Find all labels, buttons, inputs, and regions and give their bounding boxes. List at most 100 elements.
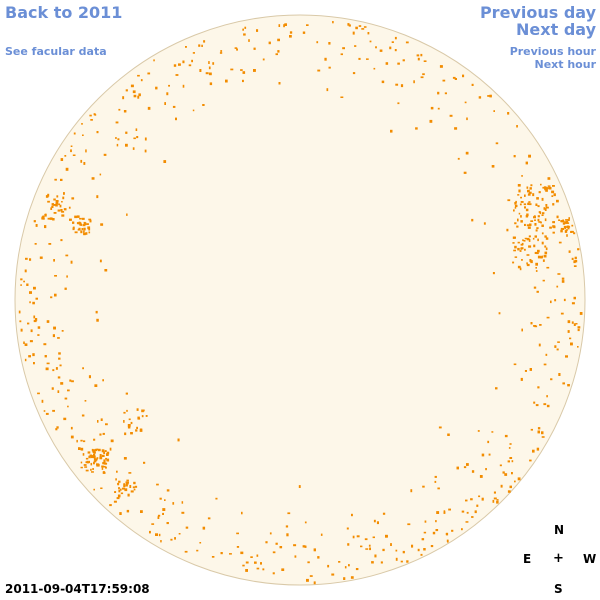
facula-speck xyxy=(316,41,319,44)
facula-speck xyxy=(44,214,47,217)
facula-speck xyxy=(25,257,28,260)
facula-speck xyxy=(382,548,385,552)
facula-speck xyxy=(574,256,577,260)
facula-speck xyxy=(104,450,107,452)
facula-speck xyxy=(553,193,556,197)
facula-speck xyxy=(556,285,559,288)
facula-speck xyxy=(100,418,103,421)
facula-speck xyxy=(132,90,136,94)
facula-speck xyxy=(117,494,121,498)
facula-speck xyxy=(535,262,538,266)
facula-speck xyxy=(560,227,563,230)
facula-speck xyxy=(85,461,88,464)
facula-speck xyxy=(139,428,143,431)
facula-speck xyxy=(571,257,574,260)
facula-speck xyxy=(86,461,90,464)
facula-speck xyxy=(192,109,195,112)
facula-speck xyxy=(278,24,281,27)
facula-speck xyxy=(115,478,117,481)
facula-speck xyxy=(577,326,581,329)
facula-speck xyxy=(543,254,547,258)
facula-speck xyxy=(577,328,580,332)
facula-speck xyxy=(96,448,99,451)
facula-speck xyxy=(173,64,177,67)
facula-speck xyxy=(60,209,63,212)
facula-speck xyxy=(184,550,188,553)
facula-speck xyxy=(24,358,27,362)
facula-speck xyxy=(182,60,185,64)
facula-speck xyxy=(47,200,50,203)
facula-speck xyxy=(70,149,72,153)
facula-speck xyxy=(306,578,309,582)
facula-speck xyxy=(164,102,166,105)
facula-speck xyxy=(46,362,50,365)
facula-speck xyxy=(542,279,545,282)
facula-speck xyxy=(41,399,44,403)
facula-speck xyxy=(537,218,540,222)
facula-speck xyxy=(566,234,568,237)
facula-speck xyxy=(74,231,78,234)
facula-speck xyxy=(130,490,134,493)
facula-speck xyxy=(565,229,568,231)
facula-speck xyxy=(23,280,25,283)
facula-speck xyxy=(527,189,530,193)
previous-day-link[interactable]: Previous day xyxy=(479,3,596,22)
facula-speck xyxy=(64,397,68,400)
next-hour-link[interactable]: Next hour xyxy=(534,58,597,71)
facula-speck xyxy=(509,443,512,445)
facula-speck xyxy=(546,316,550,319)
facula-speck xyxy=(177,438,180,442)
facula-speck xyxy=(60,178,63,181)
facula-speck xyxy=(417,57,420,61)
facula-speck xyxy=(420,53,423,57)
facula-speck xyxy=(220,552,223,555)
facula-speck xyxy=(120,488,122,491)
facula-speck xyxy=(215,497,218,500)
facula-speck xyxy=(527,202,530,205)
facula-speck xyxy=(577,248,580,251)
facula-speck xyxy=(561,280,565,283)
facula-speck xyxy=(342,47,345,50)
facula-speck xyxy=(352,535,355,539)
facula-speck xyxy=(328,66,331,69)
facula-speck xyxy=(166,522,169,525)
facula-speck xyxy=(465,499,468,502)
facula-speck xyxy=(117,138,120,141)
facula-speck xyxy=(526,263,530,267)
facula-speck xyxy=(461,528,463,531)
facula-speck xyxy=(126,409,128,412)
facula-speck xyxy=(533,401,536,404)
facula-speck xyxy=(326,88,329,92)
facula-speck xyxy=(355,26,358,30)
facula-speck xyxy=(444,92,447,95)
facula-speck xyxy=(463,171,467,174)
facula-speck xyxy=(53,259,55,262)
facula-speck xyxy=(423,548,426,551)
facula-speck xyxy=(82,453,85,456)
facula-speck xyxy=(128,418,131,421)
back-to-year-link[interactable]: Back to 2011 xyxy=(5,3,123,22)
facula-speck xyxy=(143,461,146,464)
facula-speck xyxy=(81,123,83,125)
facula-speck xyxy=(275,542,278,545)
facula-speck xyxy=(573,323,576,326)
facula-speck xyxy=(93,462,95,465)
facula-speck xyxy=(201,44,203,47)
facula-speck xyxy=(528,191,532,194)
facula-speck xyxy=(100,223,104,226)
previous-hour-link[interactable]: Previous hour xyxy=(509,45,596,58)
facula-speck xyxy=(423,60,427,62)
see-facular-data-link[interactable]: See facular data xyxy=(5,45,107,58)
next-day-link[interactable]: Next day xyxy=(516,20,596,39)
facula-speck xyxy=(435,520,437,523)
facula-speck xyxy=(543,186,547,189)
facula-speck xyxy=(115,137,117,139)
facula-speck xyxy=(50,207,53,210)
facula-speck xyxy=(175,74,179,76)
facula-speck xyxy=(518,212,521,215)
facula-speck xyxy=(545,187,549,190)
facula-speck xyxy=(373,519,376,523)
facula-speck xyxy=(59,364,62,367)
facula-speck xyxy=(539,324,542,326)
facula-speck xyxy=(122,96,125,100)
